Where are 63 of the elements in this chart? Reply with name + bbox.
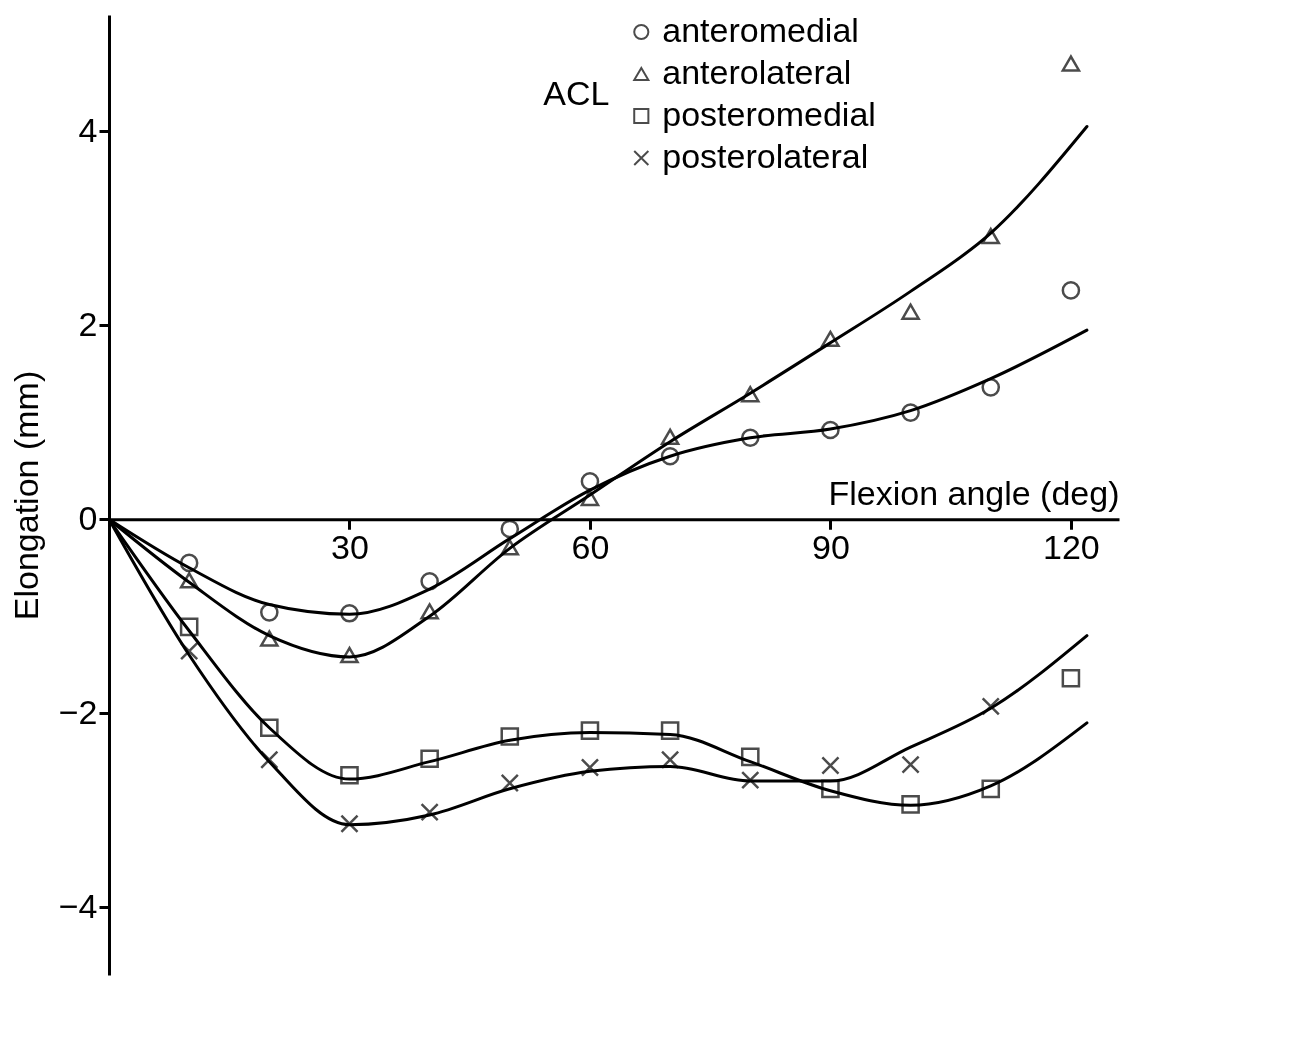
point <box>420 749 439 769</box>
point <box>821 420 840 440</box>
point <box>660 750 680 770</box>
x-tick-label: 60 <box>571 527 610 566</box>
x-axis-title: Flexion angle (deg) <box>828 473 1120 512</box>
point <box>260 603 279 622</box>
point <box>260 718 279 738</box>
y-tick-label: 2 <box>78 304 98 343</box>
point <box>500 773 520 793</box>
point <box>901 303 920 320</box>
point <box>580 472 600 491</box>
point <box>260 630 279 647</box>
x-tick-label: 90 <box>812 527 850 566</box>
point <box>179 553 199 573</box>
y-tick-label: 0 <box>78 498 98 537</box>
point <box>580 489 600 507</box>
point <box>420 802 439 822</box>
point <box>981 697 1001 716</box>
point <box>1061 668 1081 688</box>
point <box>740 770 760 790</box>
point <box>1061 281 1081 300</box>
point <box>580 758 600 777</box>
point <box>500 519 520 539</box>
point <box>500 727 520 746</box>
point <box>340 646 359 664</box>
point <box>901 403 920 422</box>
legend-label: anterolateral <box>662 53 852 91</box>
point <box>821 330 840 348</box>
point <box>1061 55 1081 72</box>
point <box>179 572 199 589</box>
point <box>420 572 439 591</box>
legend-label: posterolateral <box>662 137 869 175</box>
point <box>740 385 760 403</box>
point <box>580 721 600 740</box>
legend-label: posteromedial <box>662 95 876 133</box>
point <box>660 446 680 466</box>
point <box>981 378 1001 397</box>
point <box>179 641 199 661</box>
legend-title: ACL <box>543 74 610 112</box>
y-axis-title: Elongation (mm) <box>6 370 45 621</box>
point <box>660 428 680 446</box>
point <box>981 227 1001 245</box>
point <box>340 814 359 834</box>
point <box>420 603 439 620</box>
point <box>821 779 840 799</box>
y-tick-label: 4 <box>78 110 98 149</box>
point <box>901 755 920 774</box>
point <box>740 747 760 767</box>
point <box>821 756 840 775</box>
point <box>179 617 199 637</box>
point <box>981 779 1001 799</box>
y-tick-label: −2 <box>58 692 98 731</box>
point <box>500 539 520 556</box>
point <box>340 765 359 785</box>
point <box>901 795 920 814</box>
point <box>740 428 760 448</box>
point <box>340 604 359 623</box>
y-tick-label: −4 <box>58 886 98 925</box>
legend-label: anteromedial <box>662 11 859 49</box>
x-tick-label: 30 <box>331 527 369 566</box>
point <box>660 721 680 740</box>
point <box>260 750 279 770</box>
x-tick-label: 120 <box>1043 527 1100 566</box>
